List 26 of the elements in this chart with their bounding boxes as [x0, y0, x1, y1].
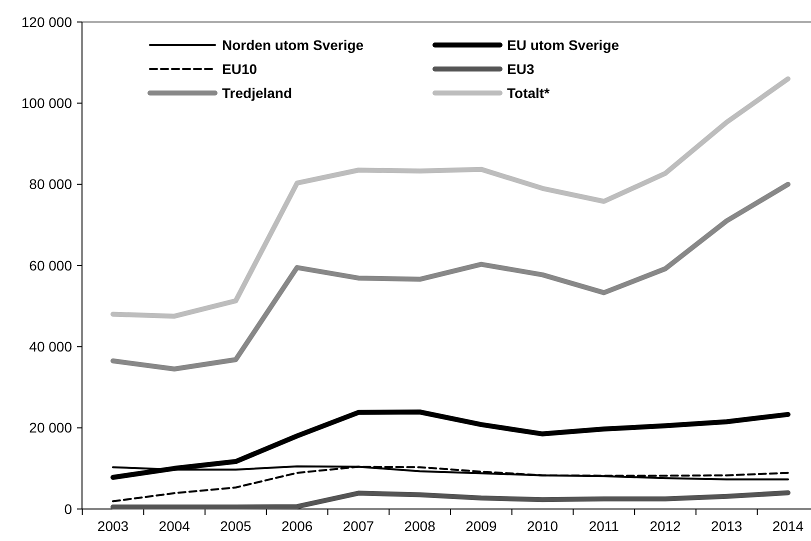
x-tick-label: 2004 [158, 518, 190, 534]
legend-label: EU3 [507, 60, 534, 77]
x-tick-label: 2010 [526, 518, 558, 534]
y-tick-label: 0 [64, 500, 72, 517]
line-series [112, 466, 789, 502]
x-tick-label: 2006 [282, 518, 313, 534]
x-tick-label: 2013 [711, 518, 742, 534]
x-tick-label: 2012 [650, 518, 682, 534]
legend-label: Norden utom Sverige [222, 36, 364, 53]
legend-label: EU utom Sverige [507, 36, 620, 53]
y-tick-label: 40 000 [29, 338, 72, 355]
x-tick-label: 2009 [466, 518, 497, 534]
x-tick-label: 2008 [404, 518, 436, 534]
y-tick-label: 20 000 [29, 420, 72, 436]
x-tick-label: 2007 [342, 518, 374, 534]
legend-label: Tredjeland [222, 84, 292, 101]
x-tick-label: 2014 [772, 518, 804, 534]
y-tick-label: 100 000 [21, 95, 72, 112]
x-tick-label: 2005 [220, 518, 252, 534]
y-tick-label: 60 000 [29, 257, 72, 274]
legend-label: Totalt* [507, 84, 550, 101]
x-tick-label: 2011 [588, 518, 620, 534]
x-tick-label: 2003 [97, 518, 129, 534]
y-tick-label: 120 000 [21, 14, 72, 30]
legend-label: EU10 [222, 60, 258, 77]
y-tick-label: 80 000 [29, 176, 72, 192]
